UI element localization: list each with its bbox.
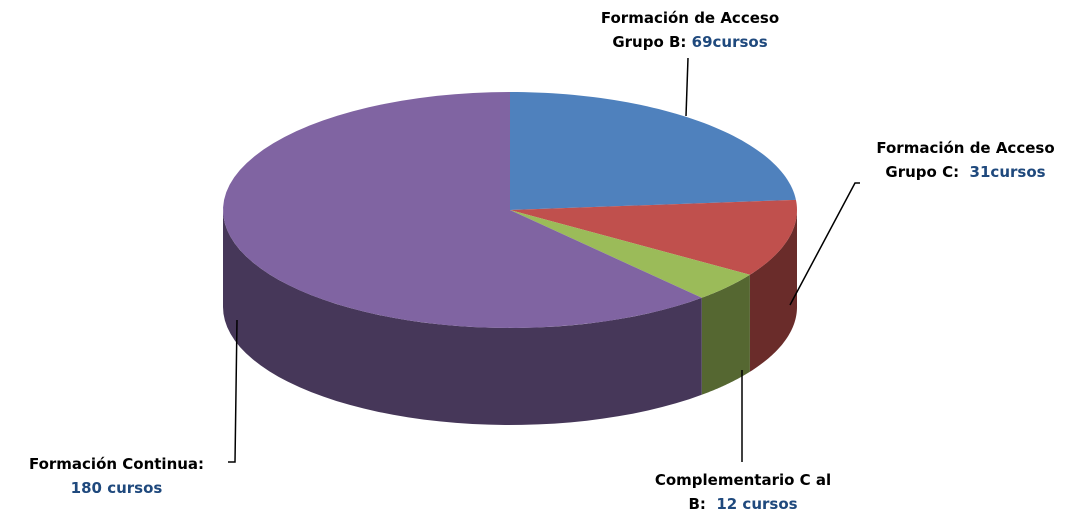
category-label: Formación Continua: [28, 455, 205, 473]
slice [510, 92, 796, 210]
slice [223, 92, 702, 328]
value-label: 12 cursos [716, 495, 798, 513]
leader-line [228, 319, 238, 463]
slice-side [701, 274, 750, 395]
slice-label: Formación Continua: 180 cursos [4, 452, 229, 500]
leader-line [685, 57, 689, 117]
slice-label: Complementario C al B: 12 cursos [648, 468, 838, 516]
slice-side [749, 210, 797, 372]
value-label: 180 cursos [70, 479, 163, 497]
slice [510, 199, 797, 275]
category-label: Formación de Acceso Grupo B: [600, 9, 780, 51]
leader-line [789, 182, 860, 306]
value-label: 31cursos [969, 163, 1046, 181]
slice-label: Formación de Acceso Grupo B: 69cursos [595, 6, 785, 54]
value-label: 69cursos [691, 33, 768, 51]
slice-side [223, 210, 702, 425]
slice [510, 210, 750, 298]
slice-label: Formación de Acceso Grupo C: 31cursos [858, 136, 1073, 184]
category-label: Complementario C al B: [654, 471, 832, 513]
category-label: Formación de Acceso Grupo C: [876, 139, 1055, 181]
